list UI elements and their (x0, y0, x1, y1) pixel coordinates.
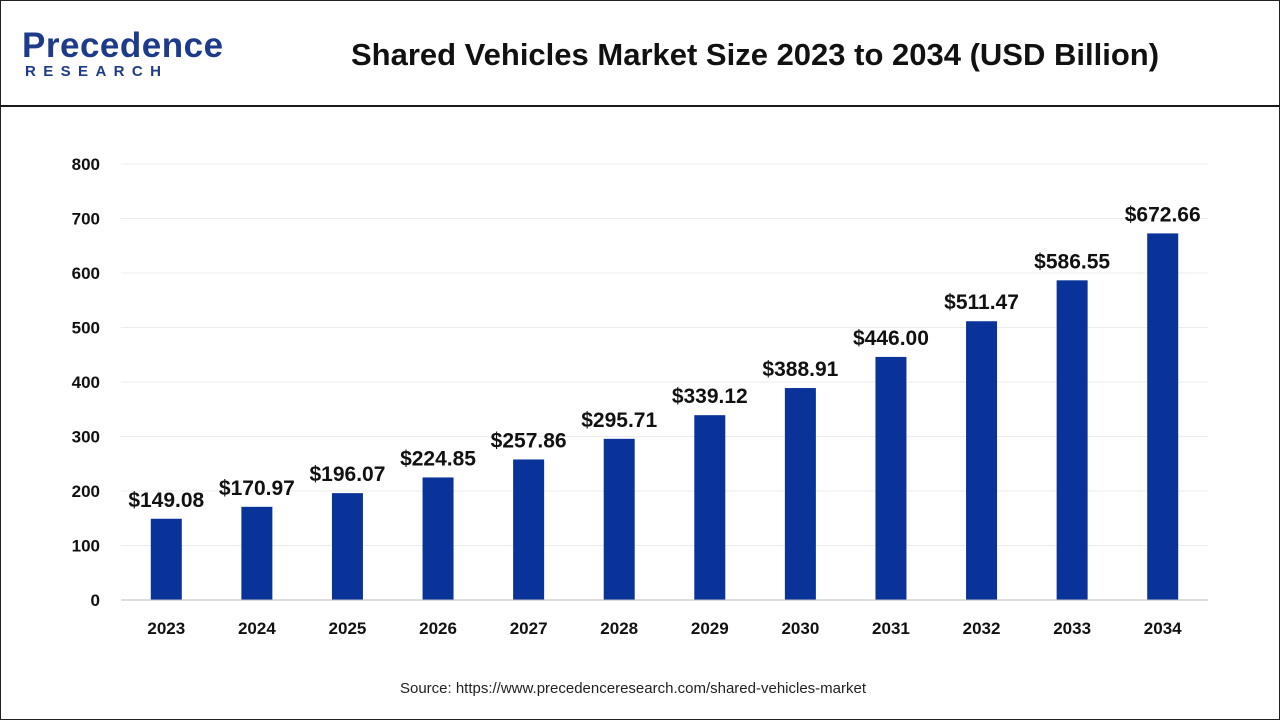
y-tick-label: 300 (72, 428, 100, 447)
x-tick-label-2034: 2034 (1144, 619, 1182, 638)
bar-2031 (875, 356, 907, 600)
value-label-2023: $149.08 (128, 489, 204, 512)
precedence-research-logo: Precedence RESEARCH (22, 26, 224, 86)
y-tick-label: 700 (72, 210, 100, 229)
x-tick-label-2031: 2031 (872, 619, 910, 638)
x-tick-label-2024: 2024 (238, 619, 276, 638)
y-tick-label: 500 (72, 319, 100, 338)
y-tick-label: 0 (91, 591, 100, 610)
logo-wordmark: Precedence (22, 28, 224, 63)
y-tick-label: 400 (72, 373, 100, 392)
value-label-2034: $672.66 (1125, 203, 1201, 226)
x-tick-label-2023: 2023 (147, 619, 185, 638)
bar-2032 (966, 321, 998, 600)
source-note: Source: https://www.precedenceresearch.c… (399, 680, 867, 697)
bar-2034 (1147, 233, 1179, 600)
value-label-2030: $388.91 (762, 358, 838, 381)
bar-2023 (150, 518, 182, 600)
y-tick-label: 200 (72, 482, 100, 501)
value-label-2027: $257.86 (491, 429, 567, 452)
bar-2029 (694, 415, 726, 600)
x-tick-label-2032: 2032 (963, 619, 1001, 638)
value-labels: $149.08 $170.97 $196.07 $224.85 $257.86 $295.… (128, 203, 1200, 511)
x-tick-label-2026: 2026 (419, 619, 457, 638)
value-label-2024: $170.97 (219, 477, 295, 500)
value-label-2026: $224.85 (400, 447, 476, 470)
logo-word-rest: recedence (45, 26, 224, 65)
y-axis-ticks: 0 100 200 300 400 500 600 700 800 (72, 155, 100, 610)
bar-2030 (784, 388, 816, 600)
x-tick-label-2028: 2028 (600, 619, 638, 638)
value-label-2032: $511.47 (944, 291, 1019, 314)
x-tick-label-2027: 2027 (510, 619, 548, 638)
bar-chart: 0 100 200 300 400 500 600 700 800 $149.08 $170.97… (72, 155, 1208, 638)
bar-2027 (513, 459, 545, 600)
logo-subtitle: RESEARCH (25, 63, 169, 80)
bar-2028 (603, 438, 635, 600)
value-label-2033: $586.55 (1034, 250, 1110, 273)
header: Precedence RESEARCH Shared Vehicles Mark… (0, 0, 1280, 107)
value-label-2028: $295.71 (581, 409, 657, 432)
y-tick-label: 600 (72, 264, 100, 283)
value-label-2031: $446.00 (853, 327, 929, 350)
y-tick-label: 100 (72, 537, 100, 556)
bar-2024 (241, 506, 273, 600)
y-tick-label: 800 (72, 155, 100, 174)
bars (150, 233, 1179, 600)
x-tick-label-2025: 2025 (329, 619, 367, 638)
x-tick-label-2033: 2033 (1053, 619, 1091, 638)
bar-2026 (422, 477, 454, 600)
bar-2025 (331, 493, 363, 600)
value-label-2029: $339.12 (672, 385, 748, 408)
gridlines (121, 163, 1208, 546)
x-tick-label-2029: 2029 (691, 619, 729, 638)
logo-letter-p: P (22, 26, 46, 65)
value-label-2025: $196.07 (309, 463, 385, 486)
chart-title: Shared Vehicles Market Size 2023 to 2034… (350, 37, 1160, 72)
bar-2033 (1056, 280, 1088, 600)
x-axis-ticks: 2023 2024 2025 2026 2027 2028 2029 2030 2031 2032… (147, 619, 1182, 638)
x-tick-label-2030: 2030 (781, 619, 819, 638)
